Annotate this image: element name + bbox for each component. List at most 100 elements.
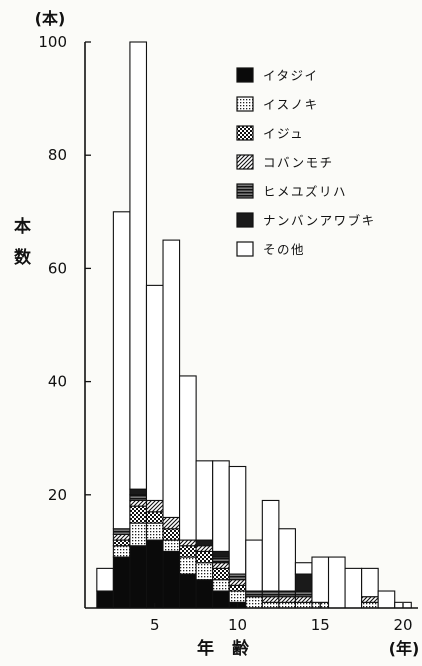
bar-segment-solid-black-age-8 <box>195 579 214 609</box>
bar-segment-dotted-age-8 <box>195 562 214 581</box>
legend-swatch <box>236 154 254 170</box>
bar-segment-white-age-11 <box>245 539 263 592</box>
legend-swatch <box>236 183 254 199</box>
bar-segment-white-age-2 <box>96 567 114 592</box>
bar-segment-white-age-16 <box>327 556 346 609</box>
bars-group <box>96 41 412 609</box>
legend-label: ナンバンアワブキ <box>263 213 376 228</box>
bar-segment-checker-age-6 <box>162 528 181 541</box>
bar-segment-solid-black-age-7 <box>179 573 197 609</box>
bar-segment-diagonal-hatch-age-6 <box>162 516 181 530</box>
bar-segment-horizontal-lines-age-4 <box>129 494 148 502</box>
bar-segment-dotted-age-18 <box>361 601 379 609</box>
bar-segment-white-age-17 <box>344 567 363 609</box>
bar-segment-white-age-13 <box>278 528 296 592</box>
y-tick-label: 100 <box>38 33 67 51</box>
x-tick-label: 10 <box>228 616 247 634</box>
legend-label: ヒメユズリハ <box>263 184 347 199</box>
bar-segment-diagonal-hatch-age-10 <box>228 579 247 586</box>
x-axis-ticks: 5 10 15 20 <box>150 603 413 634</box>
bar-segment-white-age-12 <box>261 499 280 592</box>
x-unit-label: (年) <box>389 639 420 658</box>
y-unit-label: (本) <box>35 9 66 28</box>
bar-segment-horizontal-lines-age-3 <box>112 528 131 535</box>
bar-segment-solid-dark-age-4 <box>129 488 148 496</box>
bar-segment-dotted-age-9 <box>212 579 230 592</box>
bar-segment-white-age-15 <box>311 556 330 603</box>
bar-segment-horizontal-lines-age-12 <box>261 590 280 598</box>
bar-segment-diagonal-hatch-age-13 <box>278 596 296 603</box>
bar-segment-diagonal-hatch-age-12 <box>261 596 280 603</box>
legend-swatch <box>236 241 254 257</box>
x-tick-label: 5 <box>150 616 160 634</box>
bar-segment-solid-black-age-2 <box>96 590 114 609</box>
bar-segment-diagonal-hatch-age-7 <box>179 539 197 547</box>
bar-segment-solid-black-age-6 <box>162 550 181 609</box>
bar-segment-solid-dark-age-8 <box>195 539 214 547</box>
bar-segment-dotted-age-5 <box>145 522 164 541</box>
bar-segment-checker-age-10 <box>228 584 247 592</box>
bar-segment-horizontal-lines-age-9 <box>212 556 230 564</box>
bar-segment-diagonal-hatch-age-3 <box>112 533 131 541</box>
bar-segment-horizontal-lines-age-10 <box>228 573 247 581</box>
legend-swatch <box>236 125 254 141</box>
legend-swatch <box>236 212 254 228</box>
y-tick-label: 80 <box>48 146 67 164</box>
legend-label: イスノキ <box>263 97 319 112</box>
bar-segment-white-age-19 <box>377 590 396 609</box>
bar-segment-solid-black-age-9 <box>212 590 230 609</box>
y-tick-label: 60 <box>48 259 67 277</box>
bar-segment-dotted-age-12 <box>261 601 280 609</box>
bar-segment-horizontal-lines-age-14 <box>294 590 313 598</box>
bar-segment-white-age-7 <box>179 375 197 541</box>
legend-label: その他 <box>263 242 305 257</box>
x-axis-title: 年齢 <box>197 638 267 659</box>
bar-segment-dotted-age-6 <box>162 539 181 552</box>
bar-segment-dotted-age-13 <box>278 601 296 609</box>
bar-segment-white-age-5 <box>145 284 164 502</box>
bar-segment-solid-black-age-4 <box>129 545 148 609</box>
bar-segment-white-age-4 <box>129 41 148 490</box>
bar-segment-diagonal-hatch-age-4 <box>129 499 148 507</box>
bar-segment-checker-age-8 <box>195 550 214 564</box>
bar-segment-checker-age-7 <box>179 545 197 558</box>
bar-segment-diagonal-hatch-age-18 <box>361 596 379 603</box>
bar-segment-white-age-14 <box>294 562 313 575</box>
bar-segment-white-age-18 <box>361 567 379 598</box>
bar-segment-diagonal-hatch-age-14 <box>294 596 313 603</box>
x-tick-label: 15 <box>311 616 330 634</box>
bar-segment-checker-age-4 <box>129 505 148 524</box>
bar-segment-checker-age-9 <box>212 567 230 581</box>
bar-segment-dotted-age-10 <box>228 590 247 603</box>
y-axis-title: 本数 <box>10 216 31 279</box>
bar-segment-white-age-10 <box>228 465 247 575</box>
bar-segment-diagonal-hatch-age-9 <box>212 562 230 569</box>
bar-segment-white-age-9 <box>212 460 230 552</box>
y-axis-ticks: 20 40 60 80 100 <box>38 33 91 504</box>
bar-segment-white-age-8 <box>195 460 214 541</box>
legend-label: イタジイ <box>263 68 319 83</box>
y-tick-label: 20 <box>48 486 67 504</box>
legend-swatch <box>236 67 254 83</box>
legend-label: コバンモチ <box>263 155 334 170</box>
bar-segment-solid-dark-age-14 <box>294 573 313 592</box>
x-tick-label: 20 <box>393 616 412 634</box>
bar-segment-dotted-age-7 <box>179 556 197 575</box>
bar-segment-dotted-age-11 <box>245 596 263 609</box>
bar-segment-solid-black-age-3 <box>112 556 131 609</box>
bar-segment-dotted-age-3 <box>112 545 131 558</box>
bar-segment-checker-age-5 <box>145 511 164 524</box>
bar-segment-white-age-3 <box>112 211 131 530</box>
bar-segment-dotted-age-4 <box>129 522 148 547</box>
bar-segment-solid-dark-age-9 <box>212 550 230 558</box>
legend-swatch <box>236 96 254 112</box>
legend-label: イジュ <box>263 126 304 141</box>
bar-segment-diagonal-hatch-age-8 <box>195 545 214 552</box>
bar-segment-diagonal-hatch-age-5 <box>145 499 164 513</box>
y-tick-label: 40 <box>48 373 67 391</box>
bar-segment-white-age-6 <box>162 239 181 518</box>
bar-segment-checker-age-3 <box>112 539 131 547</box>
bar-segment-horizontal-lines-age-11 <box>245 590 263 598</box>
